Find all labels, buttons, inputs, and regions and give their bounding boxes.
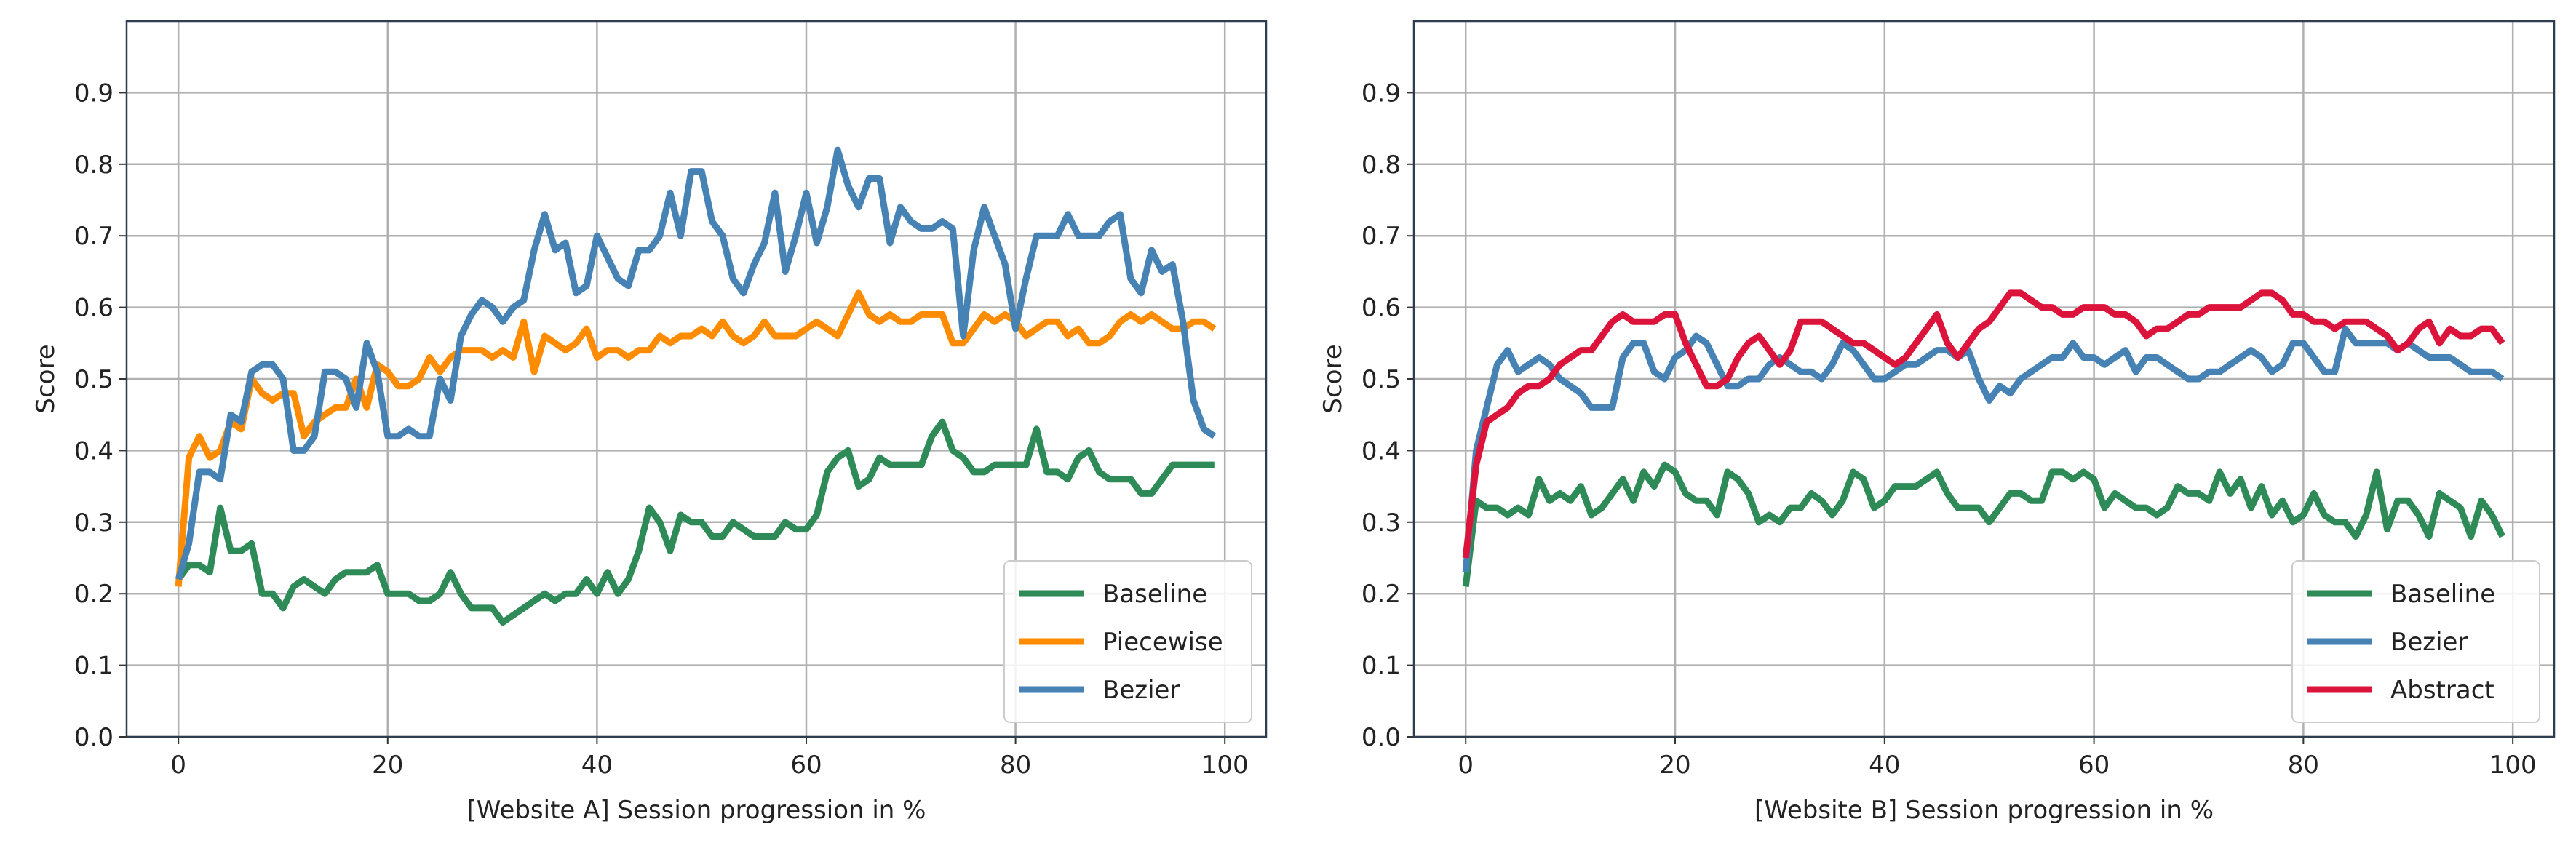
x-tick-label: 60	[2078, 751, 2110, 780]
y-tick-label: 0.2	[1361, 580, 1401, 609]
legend-label: Bezier	[2390, 628, 2468, 657]
x-tick-label: 20	[1659, 751, 1690, 780]
data-line	[175, 289, 1217, 587]
y-tick-label: 0.8	[74, 151, 114, 180]
y-tick-label: 0.9	[74, 79, 114, 108]
data-line	[1462, 325, 2505, 573]
legend-box	[1003, 560, 1252, 723]
y-tick-label: 0.7	[74, 222, 114, 251]
x-tick-label: 0	[170, 751, 186, 780]
x-tick-label: 80	[2288, 751, 2319, 780]
y-tick-label: 0.1	[74, 652, 114, 681]
legend: Baseline Bezier Abstract	[2291, 560, 2540, 723]
y-tick-label: 0.3	[74, 508, 114, 538]
y-tick-label: 0.9	[1361, 79, 1401, 108]
legend: Baseline Piecewise Bezier	[1003, 560, 1252, 723]
x-tick-label: 40	[1869, 751, 1900, 780]
x-tick-label: 20	[372, 751, 403, 780]
legend-label: Piecewise	[1102, 628, 1223, 657]
legend-label: Baseline	[2390, 580, 2495, 609]
data-line	[175, 146, 1217, 580]
x-tick-label: 80	[1000, 751, 1031, 780]
y-tick-label: 0.8	[1361, 151, 1401, 180]
y-tick-label: 0.0	[74, 723, 114, 752]
y-tick-label: 0.6	[74, 294, 114, 323]
legend-box	[2291, 560, 2540, 723]
y-tick-label: 0.5	[1361, 365, 1401, 394]
x-tick-label: 40	[581, 751, 613, 780]
x-tick-label: 100	[1201, 751, 1249, 780]
data-line	[1462, 461, 2505, 587]
x-tick-label: 100	[2489, 751, 2537, 780]
legend-label: Baseline	[1102, 580, 1207, 609]
plot-frame	[1412, 20, 2556, 738]
subplot: 0.0 0.1 0.2 0.3 0.4 0.5 0.6 0.7 0.8 0.9 0 20 40 60 80 1…	[31, 20, 1268, 825]
x-tick-label: 60	[790, 751, 822, 780]
y-axis-label: Score	[31, 344, 60, 413]
subplot: 0.0 0.1 0.2 0.3 0.4 0.5 0.6 0.7 0.8 0.9 0 20 40 60 80 1…	[1319, 20, 2556, 825]
y-tick-label: 0.3	[1361, 508, 1401, 538]
data-line	[175, 418, 1215, 626]
y-tick-label: 0.4	[1361, 436, 1401, 466]
plot-frame	[125, 20, 1268, 738]
legend-label: Bezier	[1102, 676, 1180, 705]
y-tick-label: 0.5	[74, 365, 114, 394]
y-tick-label: 0.1	[1361, 652, 1401, 681]
x-axis-label: [Website A] Session progression in %	[467, 796, 926, 825]
x-tick-label: 0	[1458, 751, 1474, 780]
x-axis-label: [Website B] Session progression in %	[1754, 796, 2214, 825]
y-tick-label: 0.2	[74, 580, 114, 609]
y-tick-label: 0.0	[1361, 723, 1401, 752]
y-tick-label: 0.4	[74, 436, 114, 466]
legend-label: Abstract	[2390, 676, 2494, 705]
y-tick-label: 0.6	[1361, 294, 1401, 323]
y-axis-label: Score	[1319, 344, 1348, 413]
y-tick-label: 0.7	[1361, 222, 1401, 251]
data-line	[1462, 289, 2505, 559]
